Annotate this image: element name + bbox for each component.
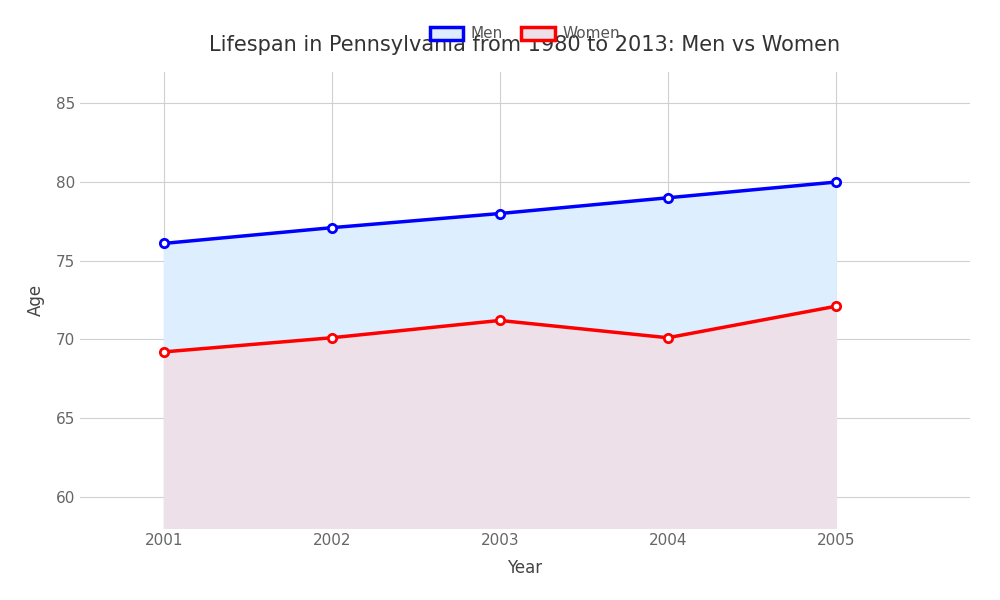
Women — [326, 334, 338, 341]
Line: Women: Women — [160, 302, 840, 356]
Women — [662, 334, 674, 341]
Men — [494, 210, 506, 217]
X-axis label: Year: Year — [507, 559, 543, 577]
Women — [494, 317, 506, 324]
Men — [662, 194, 674, 202]
Men — [158, 240, 170, 247]
Women — [830, 302, 842, 310]
Legend: Men, Women: Men, Women — [424, 20, 626, 47]
Men — [326, 224, 338, 231]
Line: Men: Men — [160, 178, 840, 248]
Men — [830, 178, 842, 185]
Women — [158, 348, 170, 355]
Y-axis label: Age: Age — [27, 284, 45, 316]
Title: Lifespan in Pennsylvania from 1980 to 2013: Men vs Women: Lifespan in Pennsylvania from 1980 to 20… — [209, 35, 841, 55]
